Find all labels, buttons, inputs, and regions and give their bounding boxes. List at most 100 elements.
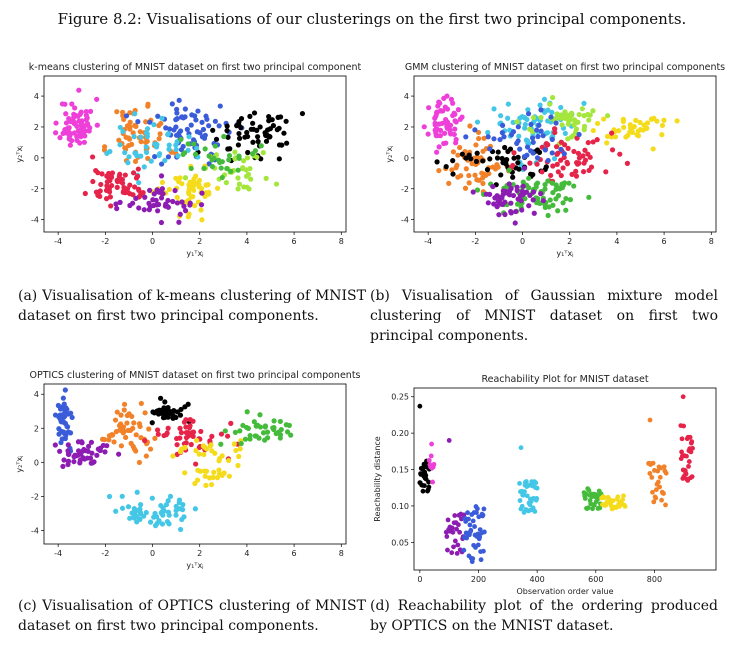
point-red (130, 192, 136, 198)
point-cyan (147, 519, 154, 525)
point-magenta (444, 93, 450, 99)
point-magenta (452, 126, 458, 132)
point-black (420, 488, 426, 494)
point-blue (475, 542, 481, 548)
point-purple (508, 200, 514, 206)
point-blue (200, 126, 207, 133)
point-purple (156, 189, 162, 195)
point-blue (474, 510, 479, 515)
point-purple (530, 189, 537, 195)
x-tick-label: 8 (709, 237, 714, 246)
point-purple (104, 443, 110, 449)
point-black (155, 411, 162, 417)
point-orange (112, 417, 119, 423)
point-red (554, 161, 560, 167)
point-blue (499, 130, 505, 136)
point-green (218, 441, 224, 447)
point-orange (481, 135, 487, 141)
point-cyan (166, 521, 172, 527)
point-magenta (455, 107, 462, 113)
point-magenta (66, 125, 72, 131)
point-blue (56, 426, 62, 432)
reachability-plot: Reachability Plot for MNIST dataset 0 200 4… (373, 374, 717, 596)
point-yellow (203, 446, 210, 452)
point-orange (647, 417, 653, 423)
point-cyan (173, 146, 179, 153)
point-red (594, 137, 600, 143)
x-tick-label: 0 (417, 575, 422, 584)
point-lime (559, 122, 565, 128)
point-cyan (162, 157, 168, 164)
point-red (582, 147, 588, 153)
point-yellow (193, 180, 199, 186)
point-purple (449, 525, 455, 531)
point-lime (538, 114, 544, 121)
point-black (227, 146, 233, 152)
point-black (213, 136, 220, 142)
point-orange (449, 167, 455, 173)
point-yellow (206, 191, 212, 197)
points-layer (52, 387, 294, 533)
point-red (121, 184, 127, 191)
point-red (188, 441, 194, 448)
point-blue (548, 114, 554, 120)
point-purple (506, 181, 512, 187)
point-cyan (177, 526, 184, 533)
point-black (276, 156, 282, 162)
point-magenta (67, 132, 73, 138)
point-orange (463, 166, 469, 172)
point-purple (470, 189, 476, 195)
point-blue (177, 128, 184, 134)
point-orange (475, 129, 482, 136)
point-magenta (53, 130, 59, 136)
point-cyan (117, 124, 123, 131)
point-yellow (659, 132, 665, 138)
point-green (277, 418, 283, 425)
point-cyan (518, 445, 524, 451)
point-purple (181, 203, 187, 209)
point-cyan (143, 509, 149, 516)
point-green (566, 180, 572, 186)
point-black (484, 167, 491, 173)
point-cyan (126, 154, 132, 160)
point-magenta (450, 112, 456, 119)
point-purple (496, 212, 502, 218)
point-purple (454, 526, 459, 532)
point-green (571, 183, 577, 189)
point-red (178, 430, 185, 436)
point-orange (476, 135, 482, 142)
point-magenta (75, 113, 81, 119)
point-red (117, 171, 123, 177)
caption-a: (a) Visualisation of k-means clustering … (18, 288, 366, 324)
point-black (161, 405, 167, 411)
point-yellow (182, 470, 188, 476)
point-yellow (196, 451, 202, 457)
point-magenta (69, 138, 75, 144)
point-purple (165, 204, 171, 210)
point-red (511, 150, 517, 156)
x-tick-label: -4 (54, 549, 62, 558)
point-purple (172, 187, 178, 194)
point-orange (129, 413, 135, 420)
point-purple (445, 517, 451, 523)
point-blue (206, 123, 212, 129)
point-purple (452, 538, 458, 544)
point-green (251, 419, 257, 425)
point-purple (538, 191, 544, 197)
point-yellow (621, 493, 626, 499)
point-red (95, 190, 101, 196)
point-yellow (183, 199, 189, 205)
point-lime (604, 113, 611, 119)
point-black (236, 130, 242, 137)
point-green (264, 429, 271, 435)
point-orange (450, 149, 457, 155)
point-purple (75, 452, 82, 458)
point-green (270, 425, 276, 431)
point-orange (114, 409, 120, 415)
point-purple (515, 196, 521, 202)
point-orange (494, 162, 500, 168)
y-tick-label: 0 (34, 154, 39, 163)
x-tick-label: -2 (471, 237, 479, 246)
point-orange (143, 119, 149, 125)
point-yellow (623, 134, 629, 140)
